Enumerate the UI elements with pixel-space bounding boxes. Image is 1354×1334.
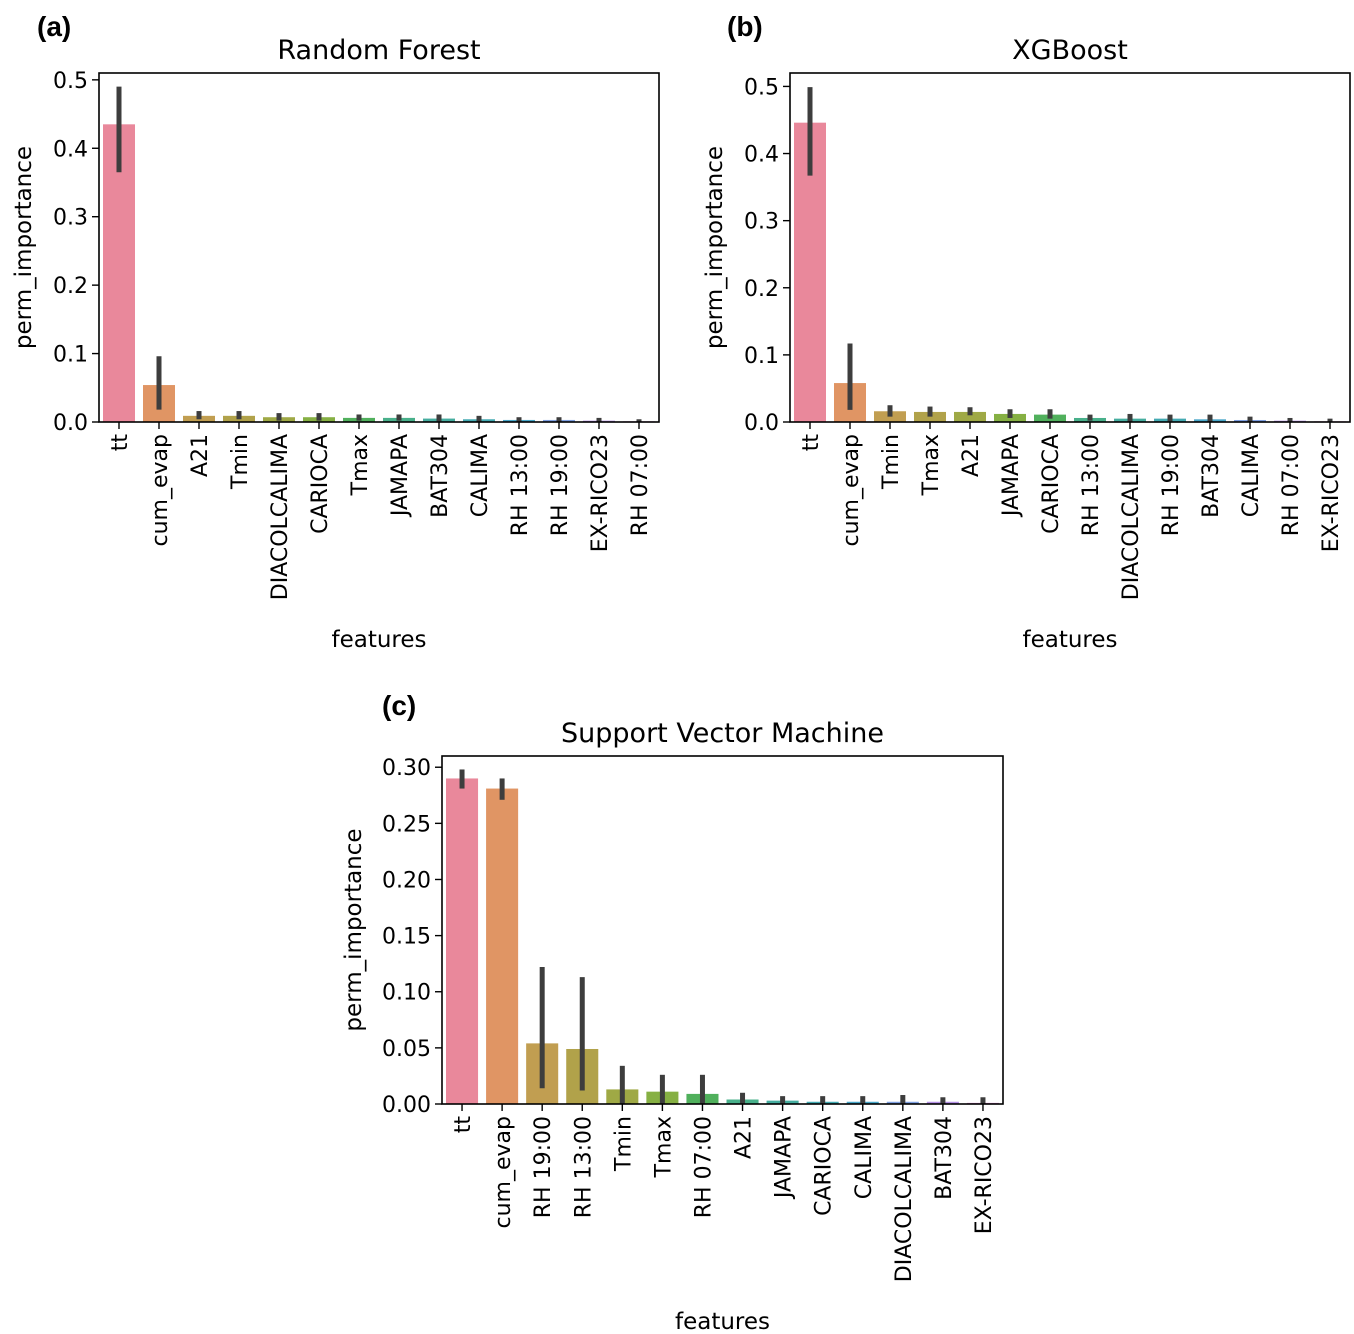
x-tick-label: DIACOLCALIMA bbox=[268, 434, 293, 600]
plot-frame bbox=[441, 755, 1004, 1105]
chart-title: Support Vector Machine bbox=[561, 718, 884, 749]
x-tick-label: CARIOCA bbox=[812, 1116, 837, 1216]
x-tick-label: A21 bbox=[188, 434, 213, 477]
chart-title: XGBoost bbox=[1012, 35, 1128, 66]
panel-label: (a) bbox=[37, 11, 71, 42]
bar bbox=[954, 411, 986, 422]
bar bbox=[914, 411, 946, 422]
x-tick-label: cum_evap bbox=[491, 1116, 516, 1228]
x-tick-label: EX-RICO23 bbox=[588, 434, 613, 552]
x-tick-label: cum_evap bbox=[839, 434, 864, 546]
y-tick-label: 0.5 bbox=[744, 75, 779, 100]
x-tick-label: RH 13:00 bbox=[1079, 434, 1104, 536]
chart-panels: (a) Random Forest 0.0 0.1 0.2 0.3 0.4 0.5 tt cum_… bbox=[11, 11, 1351, 1334]
x-tick-label: A21 bbox=[732, 1116, 757, 1159]
x-tick-label: BAT304 bbox=[428, 434, 453, 518]
y-tick-label: 0.05 bbox=[382, 1037, 431, 1062]
x-tick-label: RH 19:00 bbox=[1159, 434, 1184, 536]
y-axis-label: perm_importance bbox=[11, 146, 37, 349]
x-tick-label: Tmax bbox=[919, 434, 944, 496]
x-tick-label: tt bbox=[799, 434, 824, 452]
y-tick-label: 0.3 bbox=[53, 206, 88, 231]
x-tick-label: EX-RICO23 bbox=[1319, 434, 1344, 552]
chart-panel: (a) Random Forest 0.0 0.1 0.2 0.3 0.4 0.5 tt cum_… bbox=[11, 11, 660, 653]
y-tick-label: 0.10 bbox=[382, 981, 431, 1006]
chart-panel: (b) XGBoost 0.0 0.1 0.2 0.3 0.4 0.5 tt cum_evap Tm… bbox=[702, 11, 1351, 653]
x-tick-label: JAMAPA bbox=[388, 434, 413, 518]
x-tick-label: Tmin bbox=[879, 434, 904, 490]
x-tick-label: A21 bbox=[959, 434, 984, 477]
plot-frame bbox=[789, 72, 1351, 423]
x-tick-label: Tmin bbox=[228, 434, 253, 490]
x-axis-label: features bbox=[675, 1309, 770, 1334]
x-tick-label: RH 13:00 bbox=[571, 1116, 596, 1218]
x-tick-label: RH 13:00 bbox=[508, 434, 533, 536]
x-tick-label: RH 07:00 bbox=[691, 1116, 716, 1218]
chart-title: Random Forest bbox=[277, 35, 480, 66]
y-tick-label: 0.1 bbox=[53, 343, 88, 368]
x-tick-label: DIACOLCALIMA bbox=[1119, 434, 1144, 600]
panel-label: (c) bbox=[382, 690, 416, 721]
x-tick-label: Tmax bbox=[651, 1116, 676, 1178]
x-tick-label: BAT304 bbox=[932, 1116, 957, 1200]
y-tick-label: 0.20 bbox=[382, 868, 431, 893]
x-tick-label: EX-RICO23 bbox=[972, 1116, 997, 1234]
y-tick-label: 0.0 bbox=[53, 411, 88, 436]
y-tick-label: 0.00 bbox=[382, 1093, 431, 1118]
x-tick-label: Tmax bbox=[348, 434, 373, 496]
y-axis-label: perm_importance bbox=[341, 828, 367, 1031]
x-tick-label: tt bbox=[108, 434, 133, 452]
plot-frame bbox=[98, 72, 660, 423]
x-tick-label: JAMAPA bbox=[999, 434, 1024, 518]
x-tick-label: CARIOCA bbox=[1039, 434, 1064, 534]
y-tick-label: 0.4 bbox=[53, 137, 88, 162]
x-axis-label: features bbox=[331, 627, 426, 653]
x-tick-label: CALIMA bbox=[852, 1116, 877, 1199]
x-tick-label: CALIMA bbox=[1239, 434, 1264, 517]
y-tick-label: 0.2 bbox=[53, 274, 88, 299]
y-tick-label: 0.25 bbox=[382, 812, 431, 837]
x-tick-label: JAMAPA bbox=[772, 1116, 797, 1200]
bar bbox=[446, 778, 479, 1104]
x-tick-label: Tmin bbox=[611, 1116, 636, 1172]
x-tick-label: RH 07:00 bbox=[628, 434, 653, 536]
x-tick-label: DIACOLCALIMA bbox=[892, 1116, 917, 1282]
panel-label: (b) bbox=[727, 11, 763, 42]
y-tick-label: 0.4 bbox=[744, 143, 779, 168]
x-tick-label: tt bbox=[451, 1116, 476, 1134]
y-tick-label: 0.30 bbox=[382, 756, 431, 781]
chart-panel: (c) Support Vector Machine 0.00 0.05 0.10 0.1… bbox=[341, 690, 1004, 1334]
y-tick-label: 0.2 bbox=[744, 277, 779, 302]
y-tick-label: 0.15 bbox=[382, 925, 431, 950]
x-tick-label: CALIMA bbox=[468, 434, 493, 517]
bar bbox=[103, 124, 135, 422]
x-tick-label: RH 19:00 bbox=[548, 434, 573, 536]
x-tick-label: RH 07:00 bbox=[1279, 434, 1304, 536]
y-tick-label: 0.5 bbox=[53, 69, 88, 94]
y-tick-label: 0.0 bbox=[744, 411, 779, 436]
x-tick-label: cum_evap bbox=[148, 434, 173, 546]
x-tick-label: BAT304 bbox=[1199, 434, 1224, 518]
y-tick-label: 0.1 bbox=[744, 344, 779, 369]
y-tick-label: 0.3 bbox=[744, 210, 779, 235]
x-axis-label: features bbox=[1022, 627, 1117, 653]
x-tick-label: CARIOCA bbox=[308, 434, 333, 534]
x-tick-label: RH 19:00 bbox=[531, 1116, 556, 1218]
bar bbox=[486, 788, 519, 1104]
y-axis-label: perm_importance bbox=[702, 146, 728, 349]
